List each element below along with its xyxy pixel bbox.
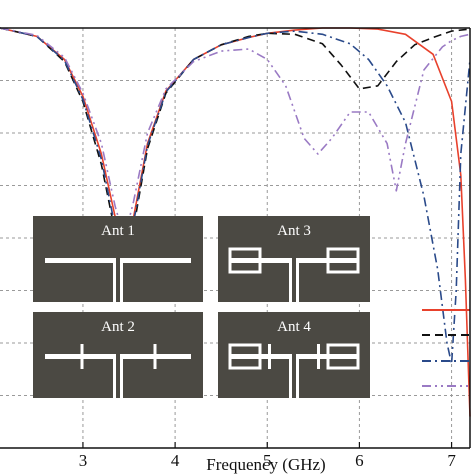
antenna-feed-right: [120, 258, 123, 302]
antenna-feed-left: [289, 354, 292, 398]
antenna-loop-right: [326, 247, 360, 274]
x-tick-label: 3: [79, 451, 88, 470]
antenna-stub-right: [317, 344, 320, 369]
antenna-panel-label: Ant 4: [277, 319, 311, 335]
x-tick-label: 5: [263, 451, 272, 470]
series-line-4: [0, 27, 471, 239]
antenna-feed-right: [296, 354, 299, 398]
antenna-panel-label: Ant 1: [101, 223, 135, 239]
antenna-loop-left: [228, 343, 262, 370]
antenna-panel-3: Ant 2: [33, 312, 203, 398]
x-tick-label: 7: [447, 451, 456, 470]
legend: [422, 309, 470, 387]
antenna-panel-4: Ant 4: [218, 312, 370, 398]
series-line-2: [0, 27, 471, 271]
axes: [0, 27, 471, 449]
antenna-panel-1: Ant 1: [33, 216, 203, 302]
antenna-stub-left: [268, 344, 271, 369]
antenna-loop-right: [326, 343, 360, 370]
antenna-feed-left: [113, 354, 116, 398]
antenna-arm-right: [122, 258, 191, 263]
x-tick-labels: 3 4 5 6 7: [79, 451, 457, 470]
antenna-panel-label: Ant 3: [277, 223, 311, 239]
series-lines: [0, 27, 471, 417]
x-axis-title: Frequency (GHz): [206, 455, 325, 474]
antenna-feed-left: [113, 258, 116, 302]
antenna-feed-left: [289, 258, 292, 302]
antenna-panel-label: Ant 2: [101, 319, 135, 335]
x-tick-label: 4: [171, 451, 180, 470]
antenna-arm-left: [45, 354, 114, 359]
antenna-stub-left: [80, 344, 84, 369]
antenna-stub-right: [153, 344, 157, 369]
series-line-3: [0, 27, 471, 365]
antenna-inset-panels: Ant 1 Ant 3 Ant 2 Ant 4: [33, 216, 370, 398]
antenna-arm-left: [45, 258, 114, 263]
antenna-feed-right: [120, 354, 123, 398]
antenna-loop-left: [228, 247, 262, 274]
antenna-panel-2: Ant 3: [218, 216, 370, 302]
x-tick-label: 6: [355, 451, 364, 470]
antenna-feed-right: [296, 258, 299, 302]
